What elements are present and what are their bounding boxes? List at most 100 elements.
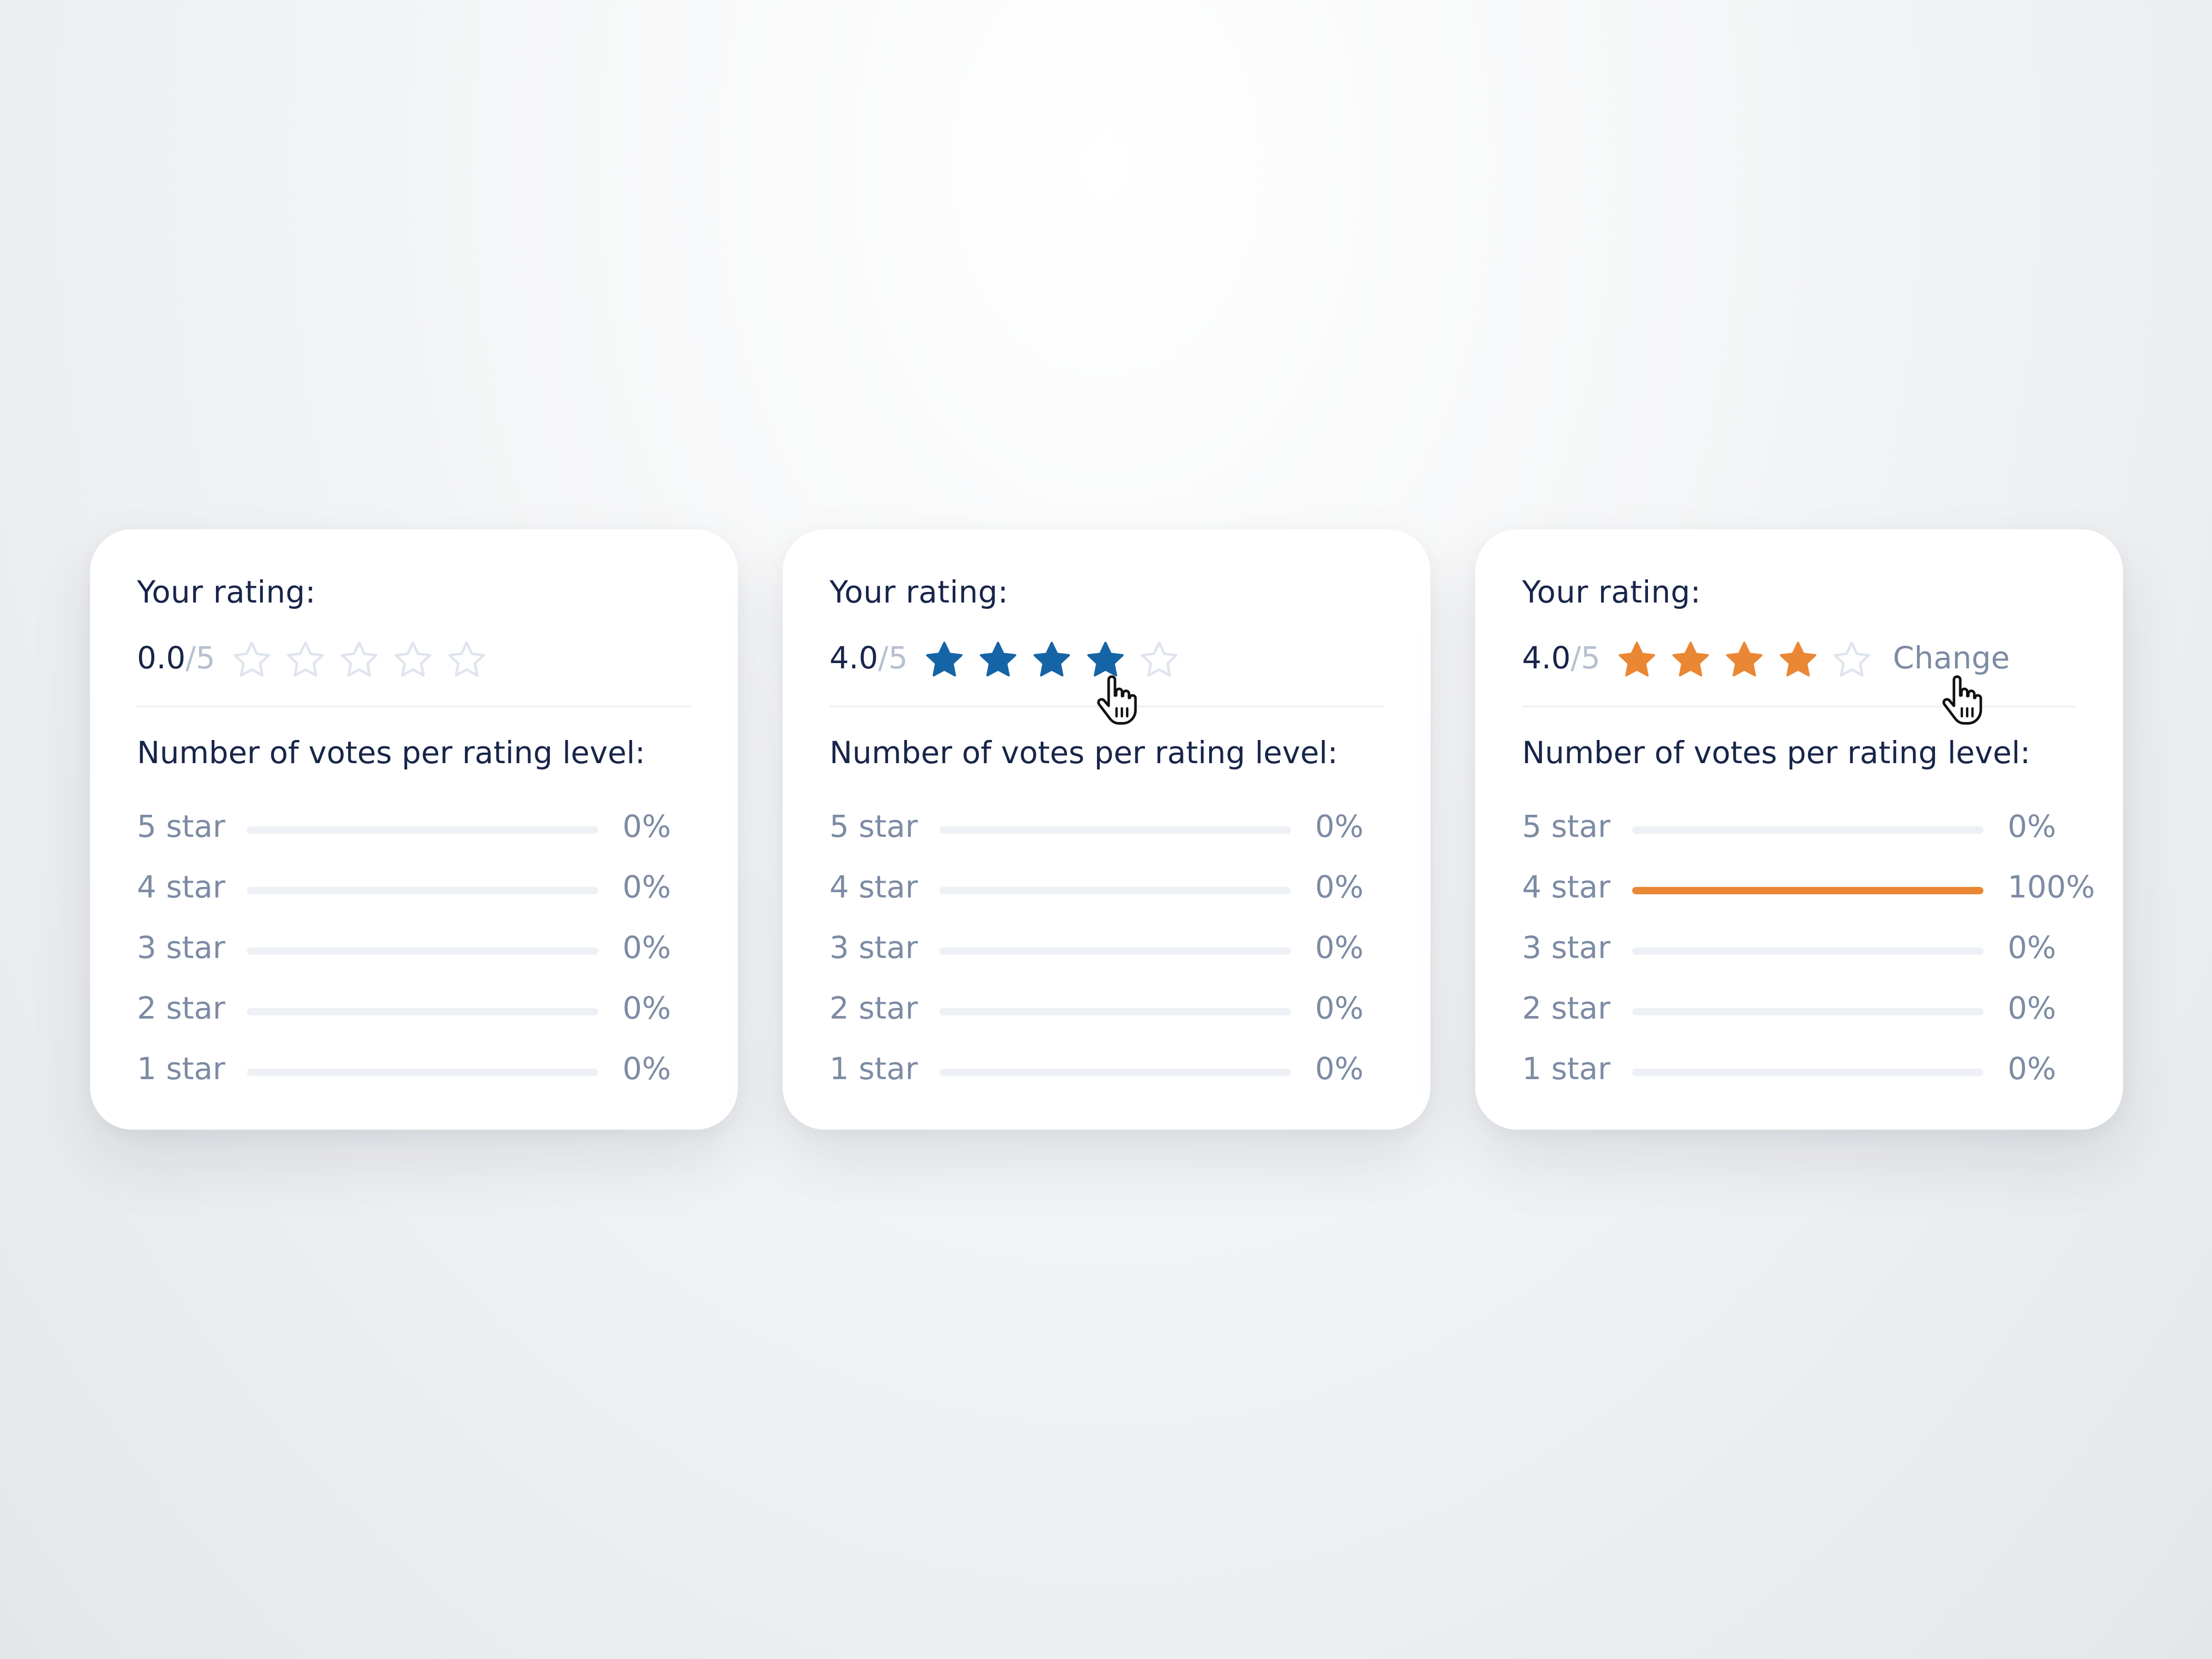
divider <box>1522 706 2076 707</box>
rating-level-row: 3 star 0% <box>829 930 1409 972</box>
rating-level-label: 1 star <box>137 1051 225 1087</box>
rating-level-percent: 0% <box>623 930 671 965</box>
rating-progress-bar <box>1632 1069 1983 1076</box>
rating-level-label: 3 star <box>1522 930 1611 965</box>
star-filled-icon[interactable] <box>1030 639 1073 682</box>
rating-progress-bar <box>247 1008 598 1015</box>
star-rating-input[interactable] <box>230 639 488 682</box>
star-filled-icon[interactable] <box>976 639 1020 682</box>
rating-score: 4.0/5 <box>829 640 908 676</box>
star-rating-input[interactable] <box>923 639 1181 682</box>
divider <box>829 706 1384 707</box>
rating-level-percent: 0% <box>1315 1051 1364 1087</box>
star-empty-icon[interactable] <box>1138 639 1181 682</box>
divider <box>137 706 691 707</box>
rating-level-label: 3 star <box>137 930 225 965</box>
rating-level-percent: 0% <box>2008 808 2057 844</box>
rating-progress-fill <box>1632 887 1983 894</box>
score-max: /5 <box>878 640 908 676</box>
star-filled-icon[interactable] <box>923 639 966 682</box>
score-max: /5 <box>1571 640 1601 676</box>
rating-level-row: 5 star 0% <box>1522 808 2101 851</box>
star-empty-icon[interactable] <box>391 639 434 682</box>
star-filled-icon[interactable] <box>1669 639 1712 682</box>
rating-level-percent: 0% <box>623 1051 671 1087</box>
rating-level-label: 1 star <box>1522 1051 1611 1087</box>
rating-card: Your rating: 4.0/5 Number of votes per rat… <box>783 529 1430 1130</box>
star-empty-icon[interactable] <box>338 639 381 682</box>
rating-level-label: 5 star <box>137 808 225 844</box>
rating-level-row: 2 star 0% <box>137 990 716 1032</box>
rating-progress-bar <box>1632 947 1983 955</box>
score-value: 0.0 <box>137 640 186 676</box>
your-rating-label: Your rating: <box>1522 574 1701 610</box>
rating-progress-bar <box>940 826 1291 834</box>
rating-level-label: 2 star <box>829 990 918 1026</box>
star-empty-icon[interactable] <box>1830 639 1873 682</box>
star-filled-icon[interactable] <box>1723 639 1766 682</box>
star-empty-icon[interactable] <box>230 639 273 682</box>
rating-level-row: 1 star 0% <box>137 1051 716 1093</box>
rating-progress-bar <box>1632 1008 1983 1015</box>
rating-level-row: 3 star 0% <box>137 930 716 972</box>
score-value: 4.0 <box>829 640 878 676</box>
rating-level-label: 4 star <box>1522 869 1611 905</box>
score-value: 4.0 <box>1522 640 1571 676</box>
rating-progress-bar <box>940 1008 1291 1015</box>
rating-score: 0.0/5 <box>137 640 215 676</box>
rating-level-row: 5 star 0% <box>829 808 1409 851</box>
rating-level-percent: 0% <box>623 990 671 1026</box>
rating-level-percent: 0% <box>1315 869 1364 905</box>
rating-level-row: 2 star 0% <box>1522 990 2101 1032</box>
rating-level-percent: 0% <box>623 869 671 905</box>
rating-progress-bar <box>247 1069 598 1076</box>
rating-level-label: 1 star <box>829 1051 918 1087</box>
star-filled-icon[interactable] <box>1615 639 1658 682</box>
rating-level-row: 1 star 0% <box>1522 1051 2101 1093</box>
score-max: /5 <box>185 640 215 676</box>
rating-level-percent: 0% <box>1315 990 1364 1026</box>
rating-level-label: 2 star <box>1522 990 1611 1026</box>
votes-per-level-label: Number of votes per rating level: <box>1522 735 2031 771</box>
rating-level-label: 4 star <box>829 869 918 905</box>
your-rating-label: Your rating: <box>829 574 1009 610</box>
votes-per-level-label: Number of votes per rating level: <box>829 735 1338 771</box>
rating-level-percent: 0% <box>2008 990 2057 1026</box>
rating-progress-bar <box>247 947 598 955</box>
rating-progress-bar <box>940 887 1291 894</box>
rating-level-percent: 100% <box>2008 869 2095 905</box>
rating-level-percent: 0% <box>623 808 671 844</box>
your-rating-label: Your rating: <box>137 574 316 610</box>
star-filled-icon[interactable] <box>1776 639 1820 682</box>
rating-level-label: 4 star <box>137 869 225 905</box>
star-empty-icon[interactable] <box>445 639 488 682</box>
rating-level-label: 3 star <box>829 930 918 965</box>
rating-level-label: 2 star <box>137 990 225 1026</box>
rating-level-row: 2 star 0% <box>829 990 1409 1032</box>
rating-level-label: 5 star <box>829 808 918 844</box>
rating-level-row: 1 star 0% <box>829 1051 1409 1093</box>
votes-per-level-label: Number of votes per rating level: <box>137 735 646 771</box>
star-empty-icon[interactable] <box>284 639 327 682</box>
rating-card: Your rating: 4.0/5 Change Number of votes p… <box>1475 529 2123 1130</box>
rating-level-percent: 0% <box>2008 930 2057 965</box>
rating-score: 4.0/5 <box>1522 640 1601 676</box>
rating-level-percent: 0% <box>1315 808 1364 844</box>
rating-progress-bar <box>1632 826 1983 834</box>
rating-level-row: 4 star 100% <box>1522 869 2101 911</box>
rating-level-row: 4 star 0% <box>829 869 1409 911</box>
rating-level-row: 4 star 0% <box>137 869 716 911</box>
rating-level-row: 5 star 0% <box>137 808 716 851</box>
rating-level-row: 3 star 0% <box>1522 930 2101 972</box>
rating-progress-bar <box>247 887 598 894</box>
rating-progress-bar <box>1632 887 1983 894</box>
rating-card: Your rating: 0.0/5 Number of votes per rat… <box>90 529 738 1130</box>
rating-progress-bar <box>247 826 598 834</box>
star-filled-icon[interactable] <box>1084 639 1127 682</box>
star-rating-input[interactable] <box>1615 639 1873 682</box>
rating-level-percent: 0% <box>1315 930 1364 965</box>
rating-progress-bar <box>940 947 1291 955</box>
rating-level-percent: 0% <box>2008 1051 2057 1087</box>
change-rating-link[interactable]: Change <box>1893 640 2010 676</box>
rating-progress-bar <box>940 1069 1291 1076</box>
